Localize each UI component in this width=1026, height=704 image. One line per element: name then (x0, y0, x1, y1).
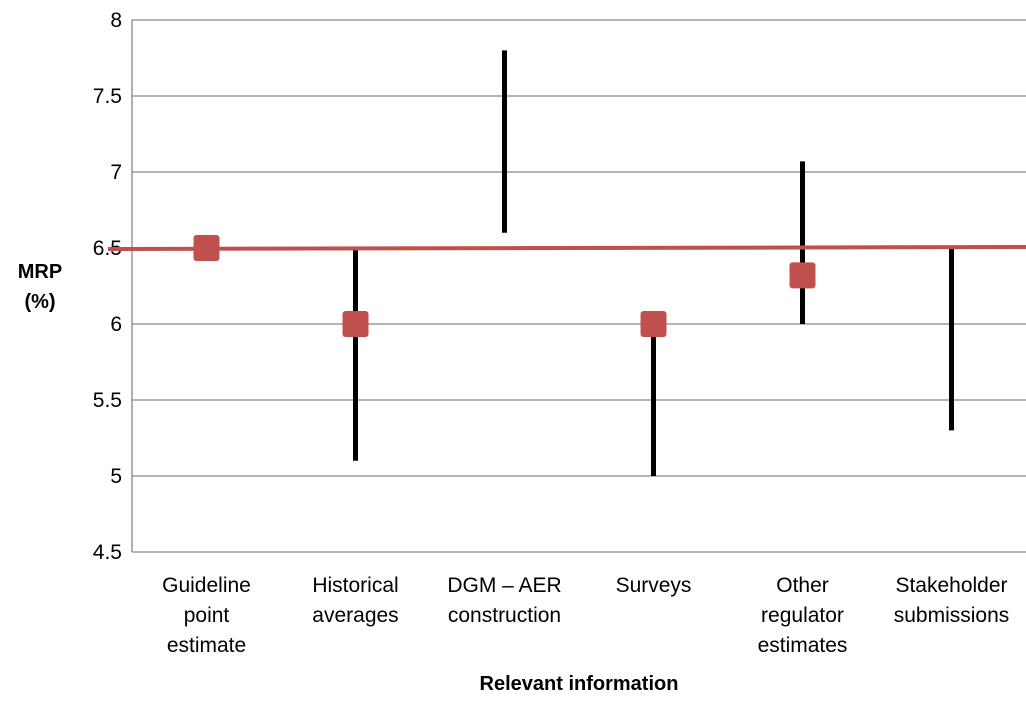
y-tick-label: 7.5 (93, 85, 122, 108)
x-category-label: Surveys (616, 574, 692, 597)
y-axis-title: MRP (%) (18, 261, 62, 313)
range-bars (353, 50, 954, 476)
y-tick-label: 7 (110, 161, 122, 184)
x-category-label: DGM – AER construction (447, 574, 561, 627)
y-tick-label: 4.5 (93, 541, 122, 564)
y-tick-label: 6 (110, 313, 122, 336)
x-axis-title: Relevant information (480, 673, 679, 695)
point-marker (640, 311, 667, 337)
x-category-label: Other regulator estimates (758, 574, 848, 657)
y-tick-label: 8 (110, 9, 122, 32)
point-estimates (193, 235, 816, 337)
y-axis-tick-labels: 4.5 5 5.5 6 6.5 7 7.5 8 (93, 9, 122, 564)
y-tick-label: 5 (110, 465, 122, 488)
x-category-label: Stakeholder submissions (894, 574, 1010, 627)
point-marker (342, 311, 369, 337)
x-category-label: Guideline point estimate (162, 574, 251, 657)
y-tick-label: 6.5 (93, 237, 122, 260)
x-category-label: Historical averages (312, 574, 398, 627)
reference-line-group (107, 245, 1026, 251)
gridlines (131, 19, 1026, 553)
x-axis-category-labels: Guideline point estimate Historical averages… (162, 574, 1009, 657)
point-marker (193, 235, 220, 261)
point-marker (789, 262, 816, 289)
y-tick-label: 5.5 (93, 389, 122, 412)
reference-line (107, 245, 1026, 251)
